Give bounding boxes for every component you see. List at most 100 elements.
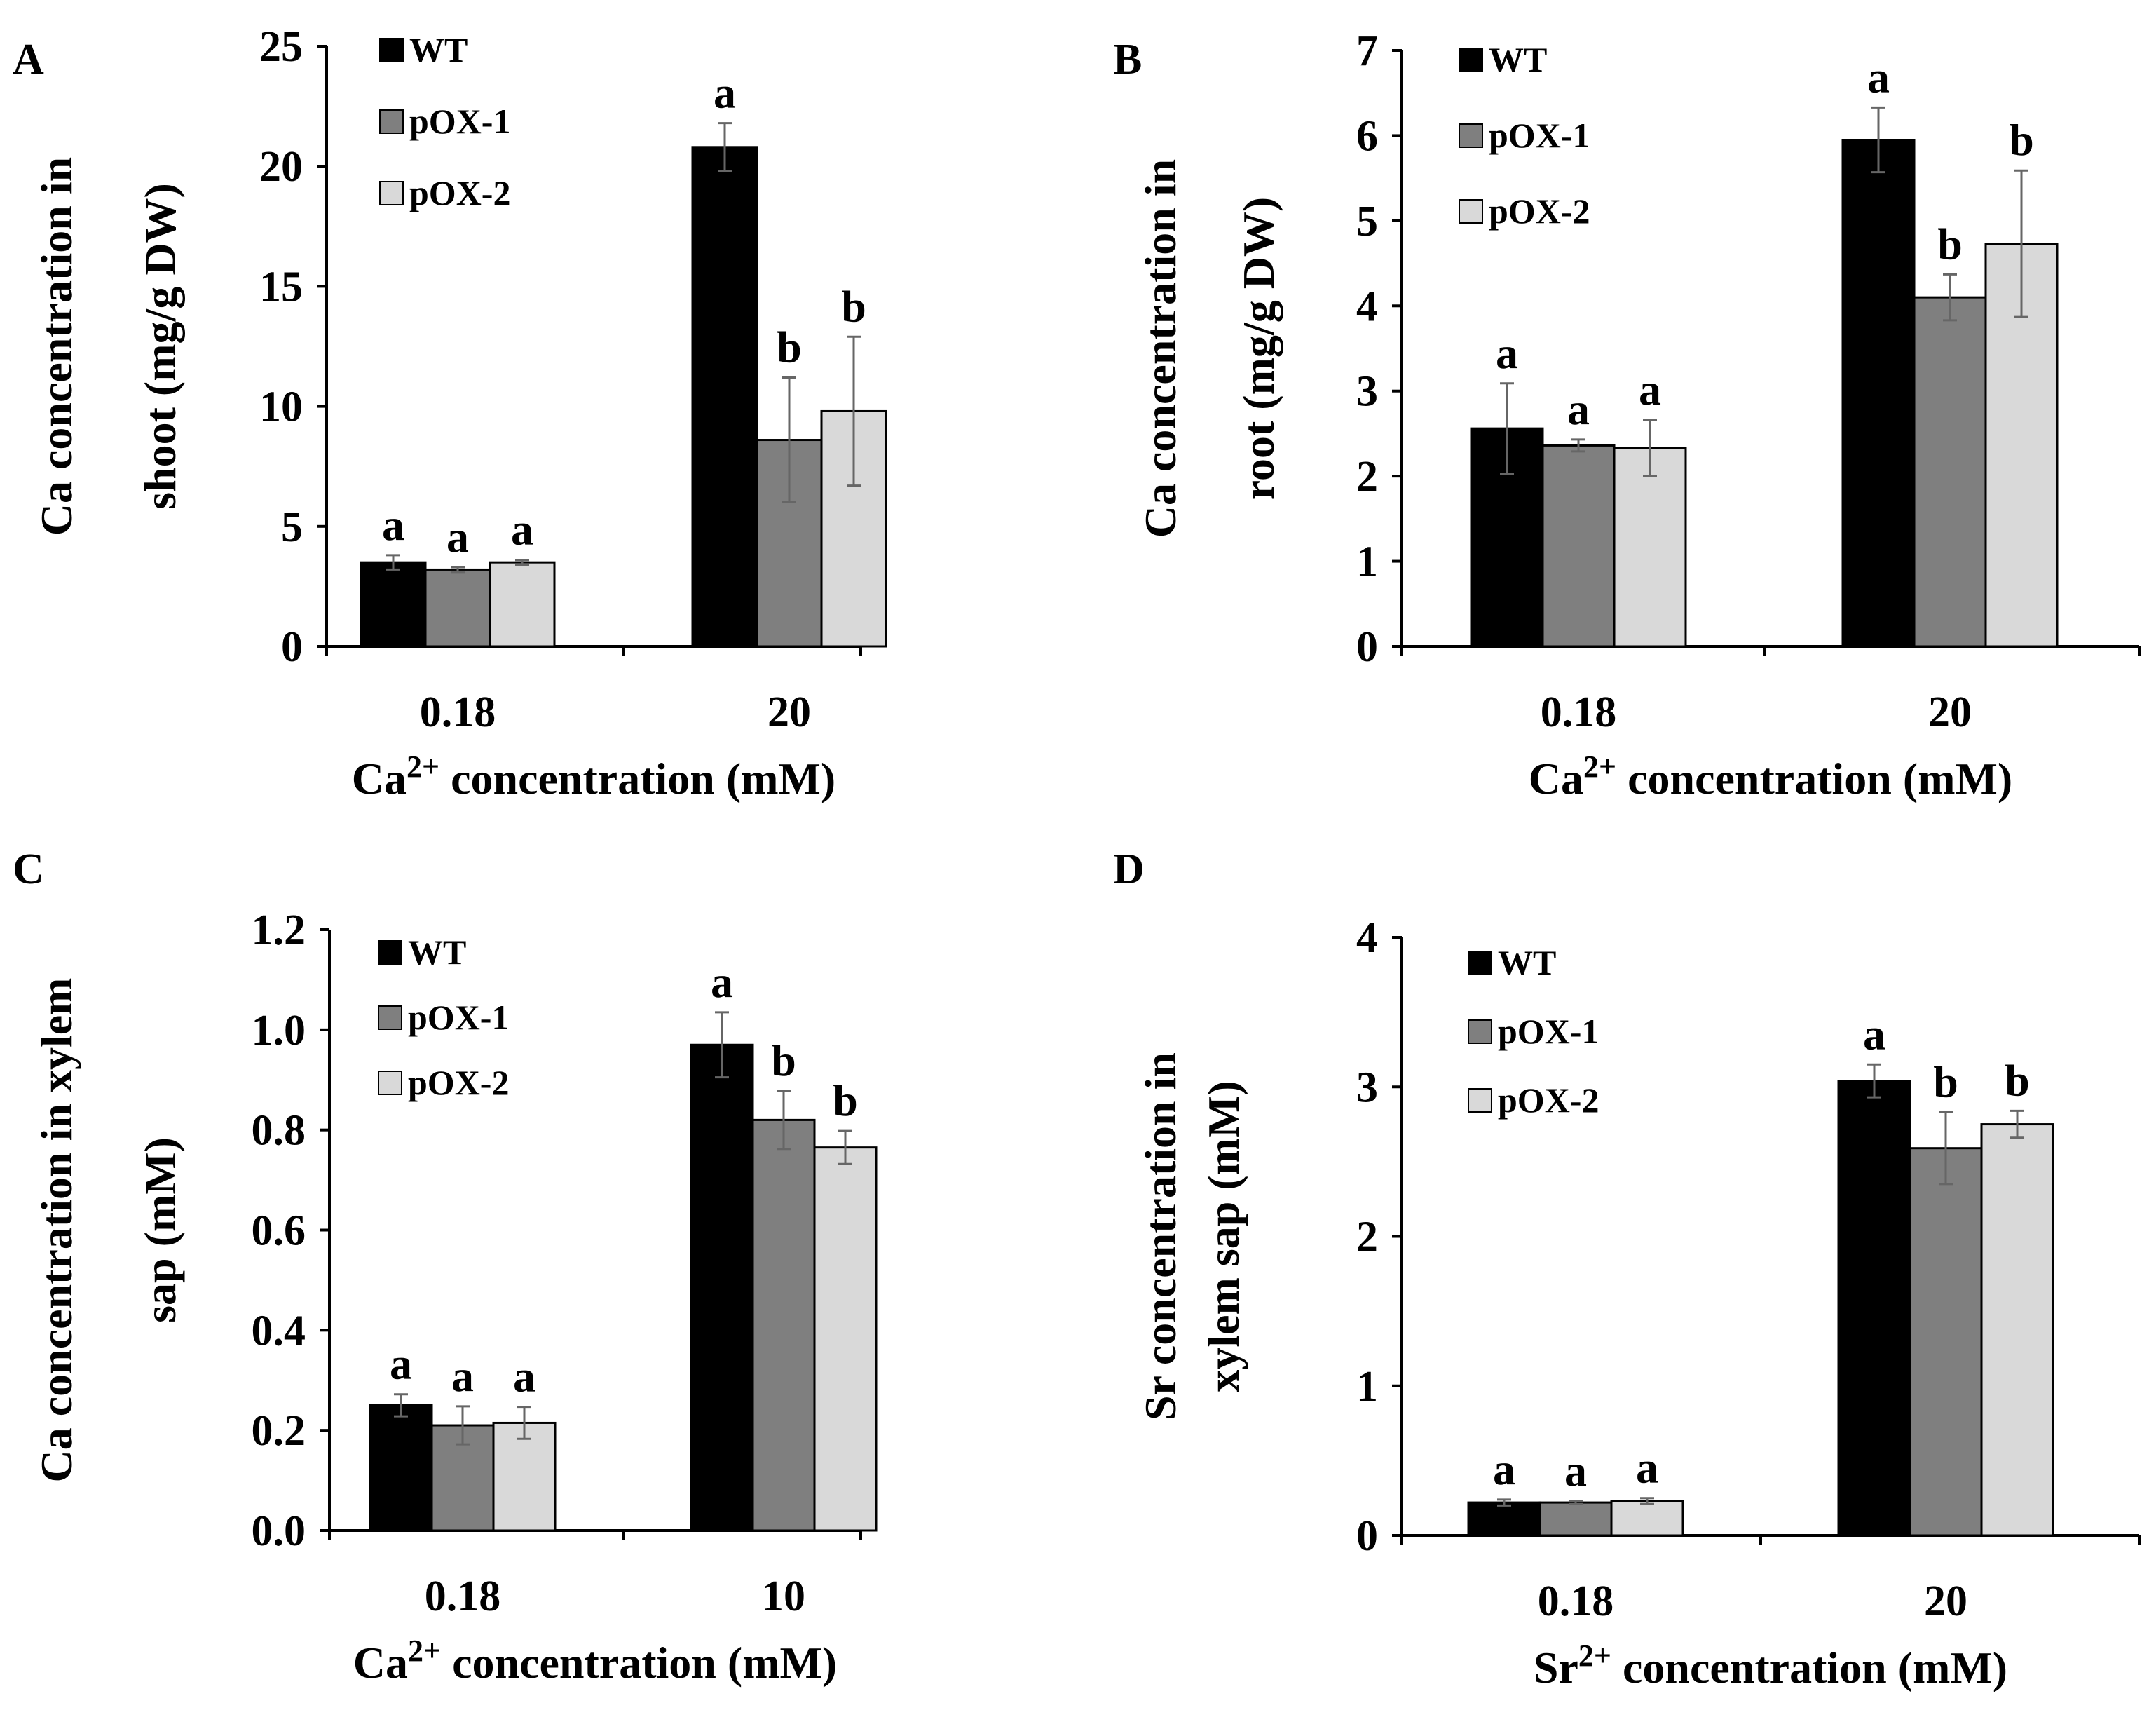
- bar: [751, 1118, 816, 1532]
- panel-letter: A: [13, 36, 44, 83]
- significance-label: b: [1933, 1057, 1958, 1107]
- y-axis-title-line1: Sr concentration in: [1135, 1052, 1185, 1420]
- x-axis-title-ion: Ca: [352, 754, 407, 803]
- significance-label: a: [1863, 1009, 1885, 1059]
- legend-swatch: [1468, 1019, 1492, 1044]
- legend-swatch: [379, 38, 404, 62]
- x-tick-label: 20: [1924, 1577, 1967, 1625]
- y-tick-label: 1.0: [252, 1007, 306, 1054]
- y-axis-title-line2: shoot (mg/g DW): [135, 183, 185, 510]
- bar: [492, 1421, 557, 1532]
- panel-letter: B: [1113, 36, 1142, 83]
- bar: [1613, 447, 1687, 648]
- legend-label: WT: [409, 30, 468, 69]
- legend-swatch: [378, 1071, 402, 1095]
- y-tick-label: 5: [281, 503, 303, 551]
- x-axis-title-rest: concentration (mM): [439, 754, 835, 803]
- y-axis-title-line2: xylem sap (mM): [1199, 1080, 1248, 1392]
- significance-label: a: [714, 68, 736, 118]
- y-tick-label: 0.6: [252, 1207, 306, 1255]
- y-tick-label: 10: [259, 384, 303, 431]
- bar: [1541, 444, 1616, 648]
- bar: [369, 1404, 433, 1532]
- significance-label: a: [382, 500, 404, 550]
- significance-label: a: [1639, 365, 1661, 414]
- y-tick-label: 2: [1356, 1214, 1378, 1261]
- y-tick-label: 0: [281, 623, 303, 671]
- significance-label: a: [711, 957, 733, 1007]
- legend-label: pOX-1: [409, 102, 510, 141]
- legend-label: pOX-2: [1498, 1080, 1599, 1120]
- significance-label: a: [1564, 1446, 1587, 1495]
- y-tick-label: 0: [1356, 1512, 1378, 1560]
- x-axis-title-superscript: 2+: [407, 749, 439, 784]
- x-axis-title-rest: concentration (mM): [1611, 1643, 2007, 1692]
- panel-A: A 0 5 10 15 20 25 0.18 20 Ca2+ concentration (mM)…: [13, 23, 887, 803]
- x-axis-title-ion: Ca: [353, 1638, 408, 1688]
- significance-label: b: [2009, 115, 2034, 165]
- y-tick-label: 4: [1356, 283, 1378, 330]
- significance-label: a: [451, 1351, 474, 1401]
- legend-label: pOX-2: [409, 173, 510, 212]
- x-axis-title: Ca2+ concentration (mM): [352, 749, 835, 803]
- y-axis-title-line2: sap (mM): [135, 1137, 185, 1323]
- x-axis-title: Ca2+ concentration (mM): [353, 1634, 837, 1688]
- panel-letter: D: [1113, 846, 1145, 893]
- x-tick-label: 20: [1928, 688, 1972, 736]
- panel-D: D 0 1 2 3 4 0.18 20 Sr2+ concentration (mM) Sr co…: [1113, 846, 2141, 1692]
- y-tick-label: 0.0: [252, 1507, 306, 1555]
- significance-label: a: [1867, 52, 1890, 102]
- y-tick-label: 0.4: [252, 1307, 306, 1355]
- significance-label: a: [390, 1339, 412, 1389]
- significance-label: b: [833, 1075, 858, 1125]
- y-tick-label: 6: [1356, 112, 1378, 160]
- y-tick-label: 1: [1356, 1363, 1378, 1411]
- bar: [1610, 1500, 1684, 1537]
- significance-label: b: [841, 281, 866, 331]
- y-tick-label: 1.2: [252, 907, 306, 954]
- x-tick-label: 0.18: [1541, 688, 1617, 736]
- y-axis-title-line1: Ca concentration in: [32, 157, 81, 536]
- y-tick-label: 3: [1356, 368, 1378, 416]
- bar: [1841, 139, 1916, 648]
- legend-label: pOX-1: [1498, 1012, 1599, 1051]
- x-axis-title-superscript: 2+: [1578, 1638, 1611, 1673]
- x-tick-label: 0.18: [1538, 1577, 1614, 1625]
- y-tick-label: 1: [1356, 538, 1378, 586]
- x-axis-title-rest: concentration (mM): [1616, 754, 2012, 803]
- legend-swatch: [378, 940, 402, 965]
- bar: [1538, 1501, 1613, 1537]
- y-tick-label: 3: [1356, 1064, 1378, 1111]
- panel-C: C 0.0 0.2 0.4 0.6 0.8 1.0 1.2 0.18 10 Ca2+ concent…: [13, 846, 878, 1688]
- y-tick-label: 4: [1356, 914, 1378, 962]
- panel-letter: C: [13, 846, 44, 893]
- significance-label: b: [777, 323, 802, 372]
- legend-label: WT: [408, 932, 466, 972]
- legend-label: pOX-1: [1489, 116, 1590, 155]
- legend-swatch: [1468, 951, 1492, 975]
- significance-label: a: [446, 512, 469, 562]
- legend-swatch: [379, 181, 404, 205]
- bar: [691, 146, 758, 648]
- legend-swatch: [379, 109, 404, 134]
- x-tick-label: 10: [762, 1573, 805, 1620]
- x-axis-title-ion: Ca: [1529, 754, 1583, 803]
- significance-label: b: [771, 1036, 796, 1085]
- legend-label: WT: [1498, 943, 1556, 982]
- bar: [813, 1146, 878, 1532]
- y-tick-label: 2: [1356, 453, 1378, 501]
- bar: [360, 561, 427, 648]
- significance-label: b: [2005, 1055, 2030, 1105]
- legend-label: pOX-2: [1489, 191, 1590, 231]
- y-tick-label: 0.8: [252, 1107, 306, 1155]
- legend-label: pOX-2: [408, 1063, 509, 1102]
- y-tick-label: 0: [1356, 623, 1378, 671]
- y-axis-title-line1: Ca concentration in: [1135, 159, 1185, 538]
- x-axis-title-ion: Sr: [1534, 1643, 1578, 1692]
- legend-swatch: [378, 1005, 402, 1030]
- y-tick-label: 5: [1356, 198, 1378, 245]
- bar: [424, 568, 491, 648]
- y-tick-label: 7: [1356, 27, 1378, 75]
